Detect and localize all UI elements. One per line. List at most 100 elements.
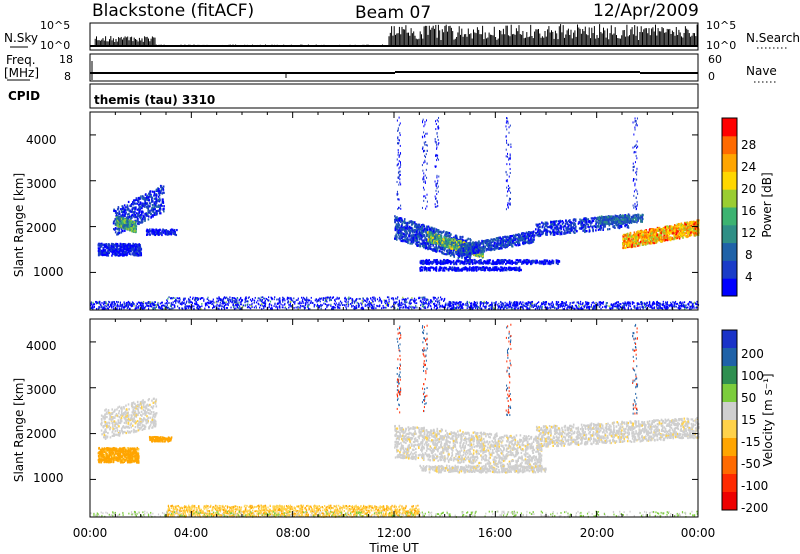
power-cell (133, 220, 136, 224)
power-cell (123, 204, 126, 207)
power-cell (463, 249, 466, 252)
power-cell (422, 244, 424, 248)
power-cell (522, 237, 524, 240)
power-cell (112, 228, 115, 231)
power-cell (394, 235, 397, 238)
power-cell (128, 245, 130, 248)
power-cell (411, 227, 414, 230)
power-cell (523, 237, 525, 240)
power-cell (505, 240, 507, 243)
power-cell (107, 244, 110, 248)
power-cell (111, 254, 113, 257)
power-cell (153, 230, 155, 233)
power-cell (413, 233, 415, 236)
power-cell (515, 259, 518, 262)
freq-label: Freq. (6, 53, 36, 67)
power-cell (163, 205, 165, 208)
power-cell (467, 243, 470, 246)
power-cell (425, 243, 428, 246)
power-cell (98, 243, 100, 246)
power-cell (411, 239, 413, 242)
power-cell (141, 207, 143, 210)
power-cell (167, 232, 170, 235)
power-cell (111, 246, 114, 249)
power-cell (152, 210, 154, 213)
power-cell (478, 247, 480, 250)
power-cell (411, 241, 414, 244)
power-cell (148, 202, 151, 205)
power-cell (118, 225, 121, 228)
power-cell (170, 228, 173, 231)
power-cell (503, 266, 506, 269)
power-cell (157, 187, 159, 190)
power-cell (434, 249, 436, 252)
power-cell (531, 234, 534, 237)
power-cell (141, 197, 144, 200)
power-cell (523, 261, 526, 264)
power-cell (154, 232, 156, 235)
power-cell (469, 268, 472, 271)
power-cell (525, 236, 528, 240)
power-cell (434, 230, 437, 233)
power-cell (436, 228, 439, 232)
power-cell (511, 245, 514, 248)
power-cell (510, 266, 512, 270)
power-cell (496, 244, 498, 247)
power-cell (153, 206, 156, 210)
power-cell (500, 244, 502, 247)
power-cell (416, 240, 418, 243)
power-cell (99, 251, 102, 254)
power-cell (538, 222, 541, 226)
power-cell (469, 255, 472, 259)
power-cell (491, 244, 493, 247)
power-cell (154, 201, 156, 204)
power-cell (522, 262, 525, 265)
power-cell (463, 261, 465, 264)
power-cell (469, 252, 472, 255)
power-cell (482, 244, 485, 247)
power-cell (502, 236, 505, 239)
power-cell (509, 259, 511, 262)
power-cell (173, 232, 175, 235)
power-cell (162, 200, 164, 204)
power-cell (437, 260, 439, 263)
power-cell (409, 242, 412, 245)
power-cell (522, 242, 524, 245)
power-cell (157, 195, 160, 198)
power-cell (129, 204, 131, 207)
power-cell (415, 232, 418, 235)
power-cell (444, 262, 446, 265)
power-cell (146, 214, 149, 217)
power-cell (451, 268, 454, 272)
power-cell (402, 228, 405, 231)
power-cell (534, 231, 537, 235)
power-cell (425, 238, 428, 242)
power-cell (485, 241, 487, 244)
power-cell (527, 261, 530, 264)
power-cell (427, 238, 430, 241)
power-cell (122, 249, 125, 253)
power-cell (449, 251, 452, 254)
power-cell (446, 268, 448, 271)
power-cell (452, 259, 455, 263)
power-cell (511, 240, 514, 243)
power-cell (123, 214, 125, 217)
power-cell (422, 266, 424, 269)
power-cell (419, 234, 421, 238)
power-cell (500, 262, 502, 265)
power-cell (418, 231, 421, 234)
power-cell (113, 243, 116, 246)
power-cell (428, 259, 430, 262)
power-cell (544, 261, 547, 264)
power-cell (480, 248, 482, 251)
power-cell (471, 252, 473, 255)
power-cell (419, 269, 422, 272)
power-cell (481, 254, 484, 258)
power-cell (469, 249, 471, 252)
power-cell (453, 253, 455, 256)
power-cell (421, 225, 424, 228)
power-cell (491, 240, 493, 244)
power-cell (450, 261, 453, 264)
power-cell (431, 261, 434, 264)
power-cell (531, 260, 534, 263)
